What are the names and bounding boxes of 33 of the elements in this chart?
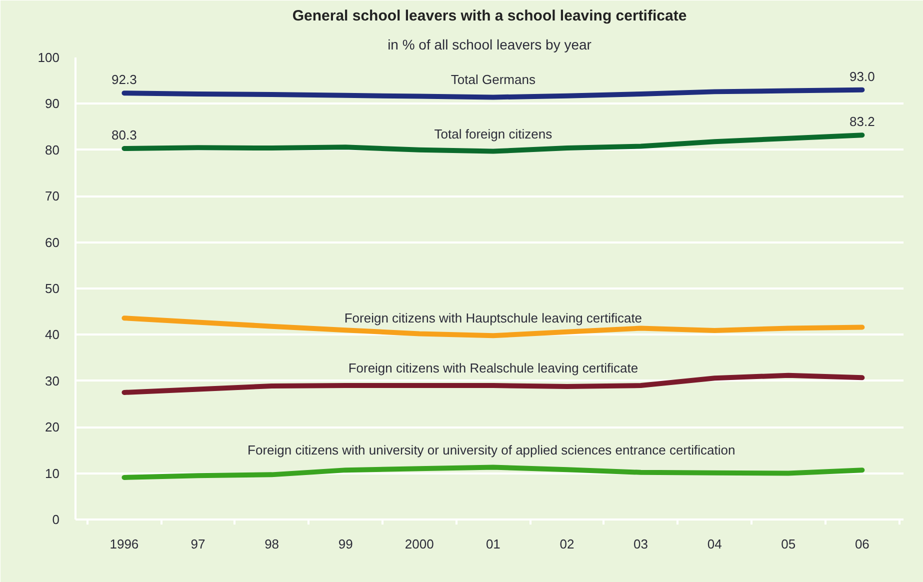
series-label: Total Germans bbox=[450, 72, 536, 88]
y-tick-label: 90 bbox=[45, 96, 60, 112]
x-tick-label: 2000 bbox=[404, 536, 434, 552]
x-tick-label: 04 bbox=[707, 536, 722, 552]
x-tick-label: 02 bbox=[560, 536, 574, 552]
y-tick-label: 50 bbox=[45, 281, 60, 296]
series-label: Total foreign citizens bbox=[434, 126, 553, 142]
y-tick-label: 100 bbox=[38, 50, 60, 65]
y-tick-label: 70 bbox=[45, 188, 60, 204]
y-tick-label: 0 bbox=[52, 512, 60, 527]
x-tick-label: 97 bbox=[190, 536, 206, 552]
x-tick-label: 06 bbox=[854, 536, 870, 552]
x-tick-label: 1996 bbox=[110, 536, 139, 552]
chart-subtitle: in % of all school leavers by year bbox=[388, 36, 592, 52]
x-tick-label: 03 bbox=[634, 536, 648, 552]
y-tick-label: 60 bbox=[45, 234, 60, 250]
x-tick-label: 98 bbox=[264, 536, 280, 552]
data-label: 83.2 bbox=[850, 114, 875, 130]
series-label: Foreign citizens with Realschule leaving certificate bbox=[348, 360, 638, 376]
chart-title: General school leavers with a school leaving certificate bbox=[292, 8, 687, 24]
y-tick-label: 40 bbox=[45, 327, 60, 342]
y-tick-label: 10 bbox=[45, 466, 60, 481]
y-tick-label: 20 bbox=[45, 420, 60, 435]
series-label: Foreign citizens with Hauptschule leaving certificate bbox=[344, 310, 642, 326]
y-tick-label: 80 bbox=[45, 142, 60, 158]
x-tick-label: 05 bbox=[781, 536, 796, 552]
data-label: 92.3 bbox=[112, 72, 137, 88]
x-tick-label: 99 bbox=[338, 536, 353, 552]
series-label: Foreign citizens with university or university of applied sciences entrance certification bbox=[248, 442, 736, 458]
data-label: 80.3 bbox=[112, 128, 137, 143]
y-tick-label: 30 bbox=[45, 373, 60, 388]
x-tick-label: 01 bbox=[486, 536, 500, 552]
data-label: 93.0 bbox=[850, 68, 875, 84]
